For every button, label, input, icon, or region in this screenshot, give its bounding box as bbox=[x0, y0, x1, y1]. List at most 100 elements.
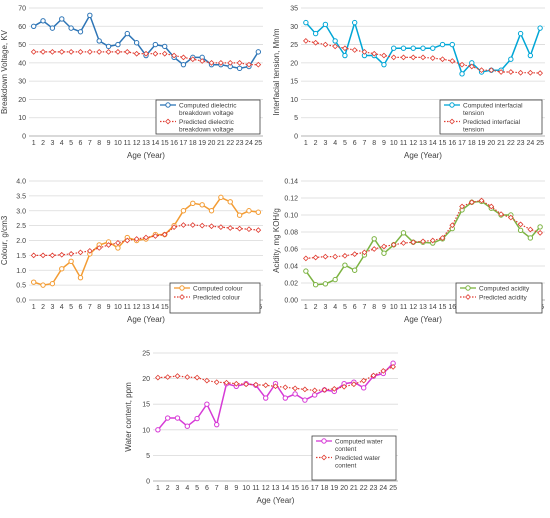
x-tick-label: 15 bbox=[161, 140, 169, 147]
data-point-diamond bbox=[184, 374, 191, 380]
data-point-circle bbox=[255, 49, 262, 55]
x-tick-label: 12 bbox=[133, 304, 141, 311]
data-point-diamond bbox=[218, 59, 224, 66]
data-point-circle bbox=[449, 41, 455, 48]
chart-colour: 0.00.51.01.52.02.53.03.54.01 2 3 4 5 6 7 8 9 10 11… bbox=[0, 179, 263, 324]
y-tick-label: 0 bbox=[22, 134, 26, 141]
y-tick-label: 0.02 bbox=[284, 281, 298, 288]
legend-swatch-marker bbox=[321, 454, 327, 461]
legend-label-line: Computed interfacial bbox=[463, 103, 523, 110]
data-point-diamond bbox=[331, 385, 338, 392]
y-tick-label: 30 bbox=[18, 79, 26, 86]
x-tick-label: 3 bbox=[50, 304, 54, 311]
data-point-circle bbox=[133, 40, 140, 46]
x-tick-label: 15 bbox=[161, 304, 169, 311]
data-point-diamond bbox=[171, 52, 177, 59]
data-point-diamond bbox=[115, 49, 121, 55]
legend-swatch-marker bbox=[465, 294, 471, 300]
x-tick-label: 25 bbox=[536, 140, 544, 147]
x-tick-label: 8 bbox=[97, 304, 101, 311]
x-tick-label: 13 bbox=[272, 485, 280, 492]
data-point-circle bbox=[351, 19, 358, 26]
x-axis-title: Age (Year) bbox=[127, 151, 165, 160]
data-point-circle bbox=[303, 19, 309, 26]
x-tick-label: 6 bbox=[353, 304, 357, 311]
data-point-diamond bbox=[312, 39, 319, 46]
x-tick-label: 4 bbox=[60, 140, 64, 147]
data-point-diamond bbox=[303, 38, 309, 44]
y-tick-label: 25 bbox=[290, 42, 298, 49]
x-tick-label: 10 bbox=[114, 304, 122, 311]
data-point-diamond bbox=[282, 384, 289, 391]
data-point-circle bbox=[517, 227, 524, 234]
x-tick-label: 5 bbox=[69, 140, 73, 147]
data-point-circle bbox=[430, 45, 436, 51]
data-point-diamond bbox=[302, 386, 308, 393]
data-point-circle bbox=[208, 208, 215, 214]
data-point-diamond bbox=[488, 203, 495, 210]
x-tick-label: 7 bbox=[88, 304, 92, 311]
data-point-circle bbox=[77, 274, 84, 281]
data-point-circle bbox=[105, 43, 112, 50]
y-tick-label: 5 bbox=[146, 453, 150, 460]
y-tick-label: 2.5 bbox=[16, 223, 26, 230]
data-point-circle bbox=[527, 235, 534, 241]
x-tick-label: 4 bbox=[333, 304, 337, 311]
data-point-diamond bbox=[243, 381, 249, 388]
data-point-diamond bbox=[341, 383, 347, 390]
data-point-diamond bbox=[272, 383, 279, 390]
x-tick-label: 14 bbox=[429, 304, 437, 311]
x-tick-label: 1 bbox=[32, 140, 36, 147]
data-point-circle bbox=[77, 29, 84, 35]
y-tick-label: 0.5 bbox=[16, 283, 26, 290]
x-tick-label: 15 bbox=[439, 140, 447, 147]
data-point-diamond bbox=[429, 55, 436, 61]
data-point-circle bbox=[255, 209, 262, 215]
x-tick-label: 8 bbox=[372, 140, 376, 147]
data-point-diamond bbox=[161, 50, 168, 57]
data-point-diamond bbox=[58, 251, 65, 258]
x-axis-title: Age (Year) bbox=[404, 315, 442, 324]
data-point-circle bbox=[68, 25, 74, 31]
data-point-diamond bbox=[208, 59, 215, 66]
y-tick-label: 35 bbox=[290, 6, 298, 13]
data-point-diamond bbox=[361, 249, 368, 256]
data-point-diamond bbox=[380, 368, 387, 374]
data-point-diamond bbox=[161, 231, 168, 238]
x-tick-label: 4 bbox=[333, 140, 337, 147]
legend-swatch-marker bbox=[449, 102, 455, 108]
data-point-diamond bbox=[371, 246, 378, 252]
x-tick-label: 18 bbox=[189, 140, 197, 147]
data-point-circle bbox=[420, 45, 426, 51]
data-point-diamond bbox=[478, 67, 485, 74]
data-point-diamond bbox=[420, 238, 426, 245]
data-point-diamond bbox=[180, 222, 187, 228]
y-tick-label: 40 bbox=[18, 60, 26, 67]
series-line-0 bbox=[157, 362, 394, 431]
data-point-diamond bbox=[105, 242, 112, 248]
data-point-diamond bbox=[96, 245, 103, 251]
data-point-circle bbox=[124, 30, 130, 37]
x-tick-label: 1 bbox=[32, 304, 36, 311]
data-point-circle bbox=[322, 281, 329, 287]
data-point-diamond bbox=[133, 236, 140, 242]
data-point-diamond bbox=[152, 50, 159, 57]
data-point-diamond bbox=[233, 380, 240, 387]
data-point-circle bbox=[40, 282, 46, 288]
x-tick-label: 1 bbox=[156, 485, 160, 492]
y-tick-label: 3.5 bbox=[16, 193, 26, 200]
data-point-circle bbox=[459, 71, 465, 77]
legend-label-line: content bbox=[335, 446, 357, 453]
data-point-diamond bbox=[262, 382, 269, 389]
data-point-diamond bbox=[370, 372, 377, 379]
data-point-diamond bbox=[342, 252, 348, 259]
data-point-circle bbox=[155, 427, 161, 433]
y-tick-label: 0.00 bbox=[284, 298, 298, 305]
x-tick-label: 16 bbox=[170, 140, 178, 147]
legend-label: Computed interfacial tension bbox=[463, 103, 523, 118]
data-point-circle bbox=[527, 52, 534, 59]
x-tick-label: 13 bbox=[142, 304, 150, 311]
data-point-diamond bbox=[155, 374, 161, 381]
y-tick-label: 20 bbox=[290, 60, 298, 67]
